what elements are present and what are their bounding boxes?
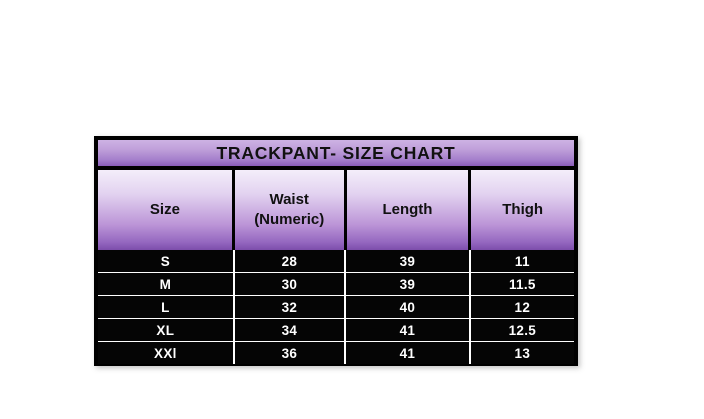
header-label: Length bbox=[382, 200, 433, 218]
cell-waist: 28 bbox=[234, 250, 345, 272]
table-body: S 28 39 11 M 30 39 11.5 L 32 40 12 XL 34… bbox=[98, 250, 574, 364]
size-chart-table: TRACKPANT- SIZE CHART Size Waist (Numeri… bbox=[94, 136, 578, 366]
table-row-m: M 30 39 11.5 bbox=[98, 273, 574, 295]
cell-thigh: 12 bbox=[470, 296, 574, 318]
cell-size: M bbox=[98, 273, 233, 295]
header-cell-length: Length bbox=[346, 170, 469, 250]
cell-size: XXl bbox=[98, 342, 233, 364]
cell-length: 39 bbox=[346, 250, 469, 272]
cell-waist: 36 bbox=[234, 342, 345, 364]
table-header-row: Size Waist (Numeric) Length Thigh bbox=[98, 170, 574, 250]
table-row-l: L 32 40 12 bbox=[98, 296, 574, 318]
table-row-s: S 28 39 11 bbox=[98, 250, 574, 272]
cell-size: S bbox=[98, 250, 233, 272]
cell-length: 39 bbox=[346, 273, 469, 295]
cell-length: 41 bbox=[346, 319, 469, 341]
cell-waist: 32 bbox=[234, 296, 345, 318]
cell-size: L bbox=[98, 296, 233, 318]
header-label: Thigh bbox=[502, 200, 544, 218]
cell-thigh: 11.5 bbox=[470, 273, 574, 295]
cell-waist: 34 bbox=[234, 319, 345, 341]
header-label: Size bbox=[149, 200, 180, 218]
header-cell-thigh: Thigh bbox=[471, 170, 574, 250]
header-label: Waist bbox=[269, 190, 309, 208]
cell-size: XL bbox=[98, 319, 233, 341]
cell-thigh: 13 bbox=[470, 342, 574, 364]
cell-thigh: 11 bbox=[470, 250, 574, 272]
table-title-bar: TRACKPANT- SIZE CHART bbox=[98, 140, 574, 166]
table-title: TRACKPANT- SIZE CHART bbox=[216, 142, 456, 163]
cell-length: 40 bbox=[346, 296, 469, 318]
cell-thigh: 12.5 bbox=[470, 319, 574, 341]
table-row-xxl: XXl 36 41 13 bbox=[98, 342, 574, 364]
header-cell-waist: Waist (Numeric) bbox=[234, 170, 344, 250]
cell-length: 41 bbox=[346, 342, 469, 364]
header-cell-size: Size bbox=[98, 170, 232, 250]
cell-waist: 30 bbox=[234, 273, 345, 295]
table-row-xl: XL 34 41 12.5 bbox=[98, 319, 574, 341]
header-sublabel: (Numeric) bbox=[254, 211, 325, 228]
